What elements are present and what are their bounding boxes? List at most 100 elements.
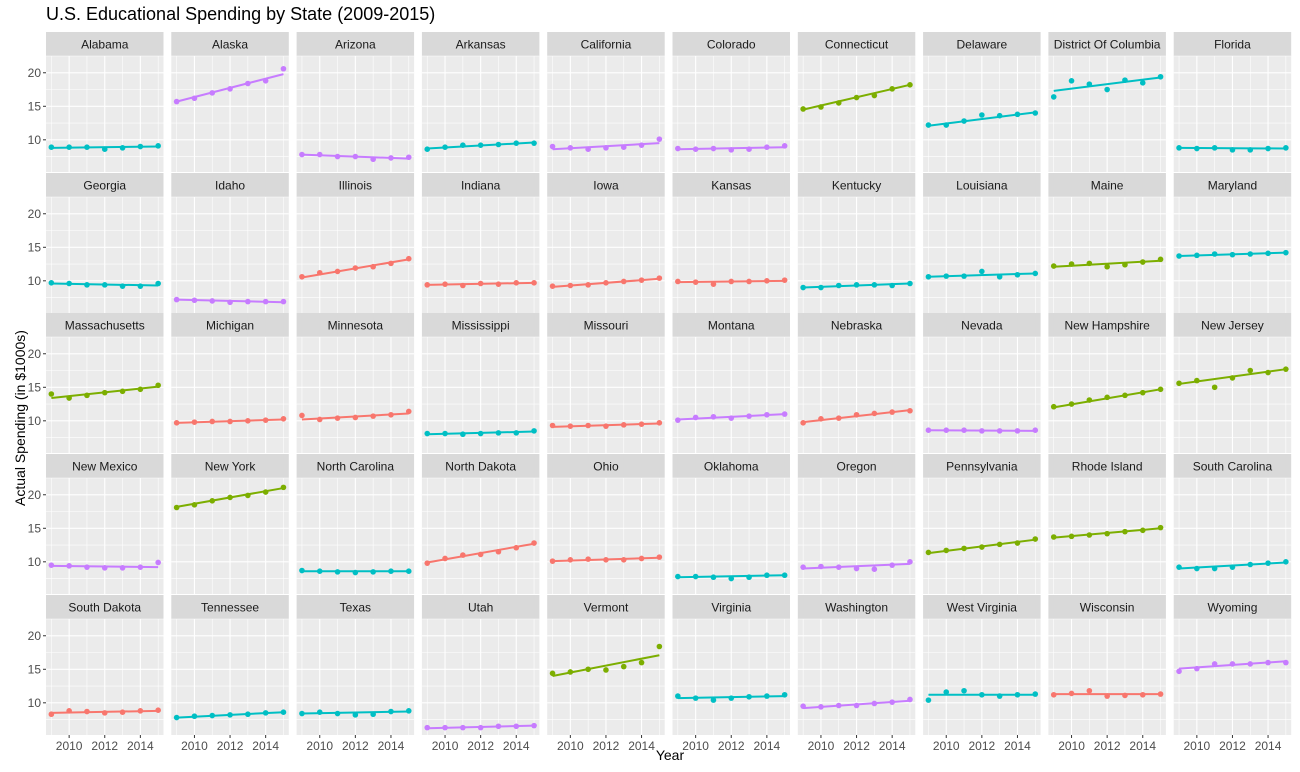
data-point: [1139, 389, 1146, 396]
data-point: [209, 497, 216, 504]
data-point: [1139, 80, 1146, 86]
facet-north-dakota: North Dakota: [421, 454, 540, 594]
facet-label: Indiana: [461, 179, 501, 193]
data-point: [477, 280, 484, 287]
data-point: [84, 564, 90, 570]
data-point: [800, 106, 806, 112]
data-point: [173, 98, 180, 105]
facet-montana: Montana: [672, 313, 790, 453]
facet-ohio: Ohio: [547, 454, 665, 594]
facet-label: South Dakota: [68, 601, 141, 615]
data-point: [585, 556, 591, 562]
facet-label: Nevada: [961, 319, 1003, 333]
data-point: [907, 407, 913, 414]
x-tick-label: 2014: [628, 739, 655, 753]
data-point: [853, 94, 860, 101]
data-point: [818, 284, 824, 291]
data-point: [656, 136, 663, 142]
data-point: [835, 564, 842, 570]
x-tick-label: 2012: [718, 739, 745, 753]
facet-illinois: Illinois: [296, 173, 415, 313]
facet-label: Vermont: [584, 601, 629, 615]
data-point: [1211, 251, 1218, 257]
y-tick-label: 15: [28, 99, 42, 113]
data-point: [638, 277, 645, 283]
facet-florida: Florida: [1173, 32, 1292, 172]
data-point: [1014, 691, 1021, 698]
data-point: [835, 100, 842, 106]
facet-tennessee: Tennessee 2010 2012 2014: [171, 595, 289, 753]
data-point: [871, 410, 878, 417]
data-point: [424, 146, 431, 153]
data-point: [460, 552, 466, 558]
data-point: [262, 78, 269, 84]
data-point: [996, 112, 1003, 119]
data-point: [710, 413, 717, 420]
data-point: [191, 95, 198, 102]
facet-new-york: New York: [171, 454, 289, 594]
facet-district-of-columbia: District Of Columbia: [1048, 32, 1166, 172]
facet-strip: [46, 173, 164, 197]
facet-strip: [923, 454, 1041, 478]
facet-strip: [672, 454, 790, 478]
facet-strip: [1048, 313, 1166, 337]
data-point: [370, 156, 376, 163]
data-point: [227, 494, 233, 501]
data-point: [675, 145, 681, 152]
data-point: [961, 118, 967, 124]
x-tick-label: 2014: [378, 739, 405, 753]
data-point: [531, 280, 537, 286]
data-point: [442, 430, 448, 437]
data-point: [567, 557, 574, 563]
data-point: [370, 569, 376, 575]
data-point: [764, 278, 770, 284]
facet-alaska: Alaska: [171, 32, 289, 172]
facet-label: North Carolina: [317, 460, 395, 474]
data-point: [871, 566, 878, 572]
facet-strip: [171, 595, 289, 619]
data-point: [209, 712, 216, 719]
x-tick-label: 2012: [593, 739, 620, 753]
data-point: [1139, 527, 1146, 534]
data-point: [495, 723, 502, 730]
data-point: [334, 153, 341, 160]
data-point: [1032, 691, 1039, 697]
data-point: [1211, 565, 1218, 572]
data-point: [424, 560, 431, 566]
facet-arkansas: Arkansas: [421, 32, 540, 172]
data-point: [567, 145, 574, 151]
facet-label: Illinois: [339, 179, 372, 193]
data-point: [155, 382, 161, 389]
facet-label: North Dakota: [445, 460, 516, 474]
facet-kentucky: Kentucky: [797, 173, 916, 313]
data-point: [835, 282, 842, 289]
data-point: [155, 707, 161, 713]
data-point: [961, 545, 967, 552]
data-point: [48, 562, 55, 568]
facet-strip: [296, 595, 415, 619]
data-point: [191, 419, 198, 425]
facet-strip: [1048, 173, 1166, 197]
facet-label: Oklahoma: [704, 460, 759, 474]
data-point: [405, 154, 412, 161]
data-point: [1194, 377, 1200, 384]
facet-label: Colorado: [707, 38, 756, 52]
facet-strip: [1048, 454, 1166, 478]
facet-label: Virginia: [711, 601, 751, 615]
data-point: [853, 282, 860, 288]
data-point: [1211, 145, 1218, 151]
data-point: [1283, 559, 1289, 565]
data-point: [710, 697, 717, 703]
data-point: [1068, 690, 1075, 697]
facet-label: New Jersey: [1201, 319, 1264, 333]
data-point: [84, 392, 90, 399]
data-point: [477, 724, 484, 731]
data-point: [1104, 693, 1110, 699]
data-point: [979, 544, 985, 550]
data-point: [316, 709, 323, 716]
data-point: [48, 144, 55, 150]
facet-strip: [296, 313, 415, 337]
x-tick-label: 2010: [1058, 739, 1085, 753]
data-point: [925, 122, 932, 128]
facet-strip: [547, 454, 665, 478]
